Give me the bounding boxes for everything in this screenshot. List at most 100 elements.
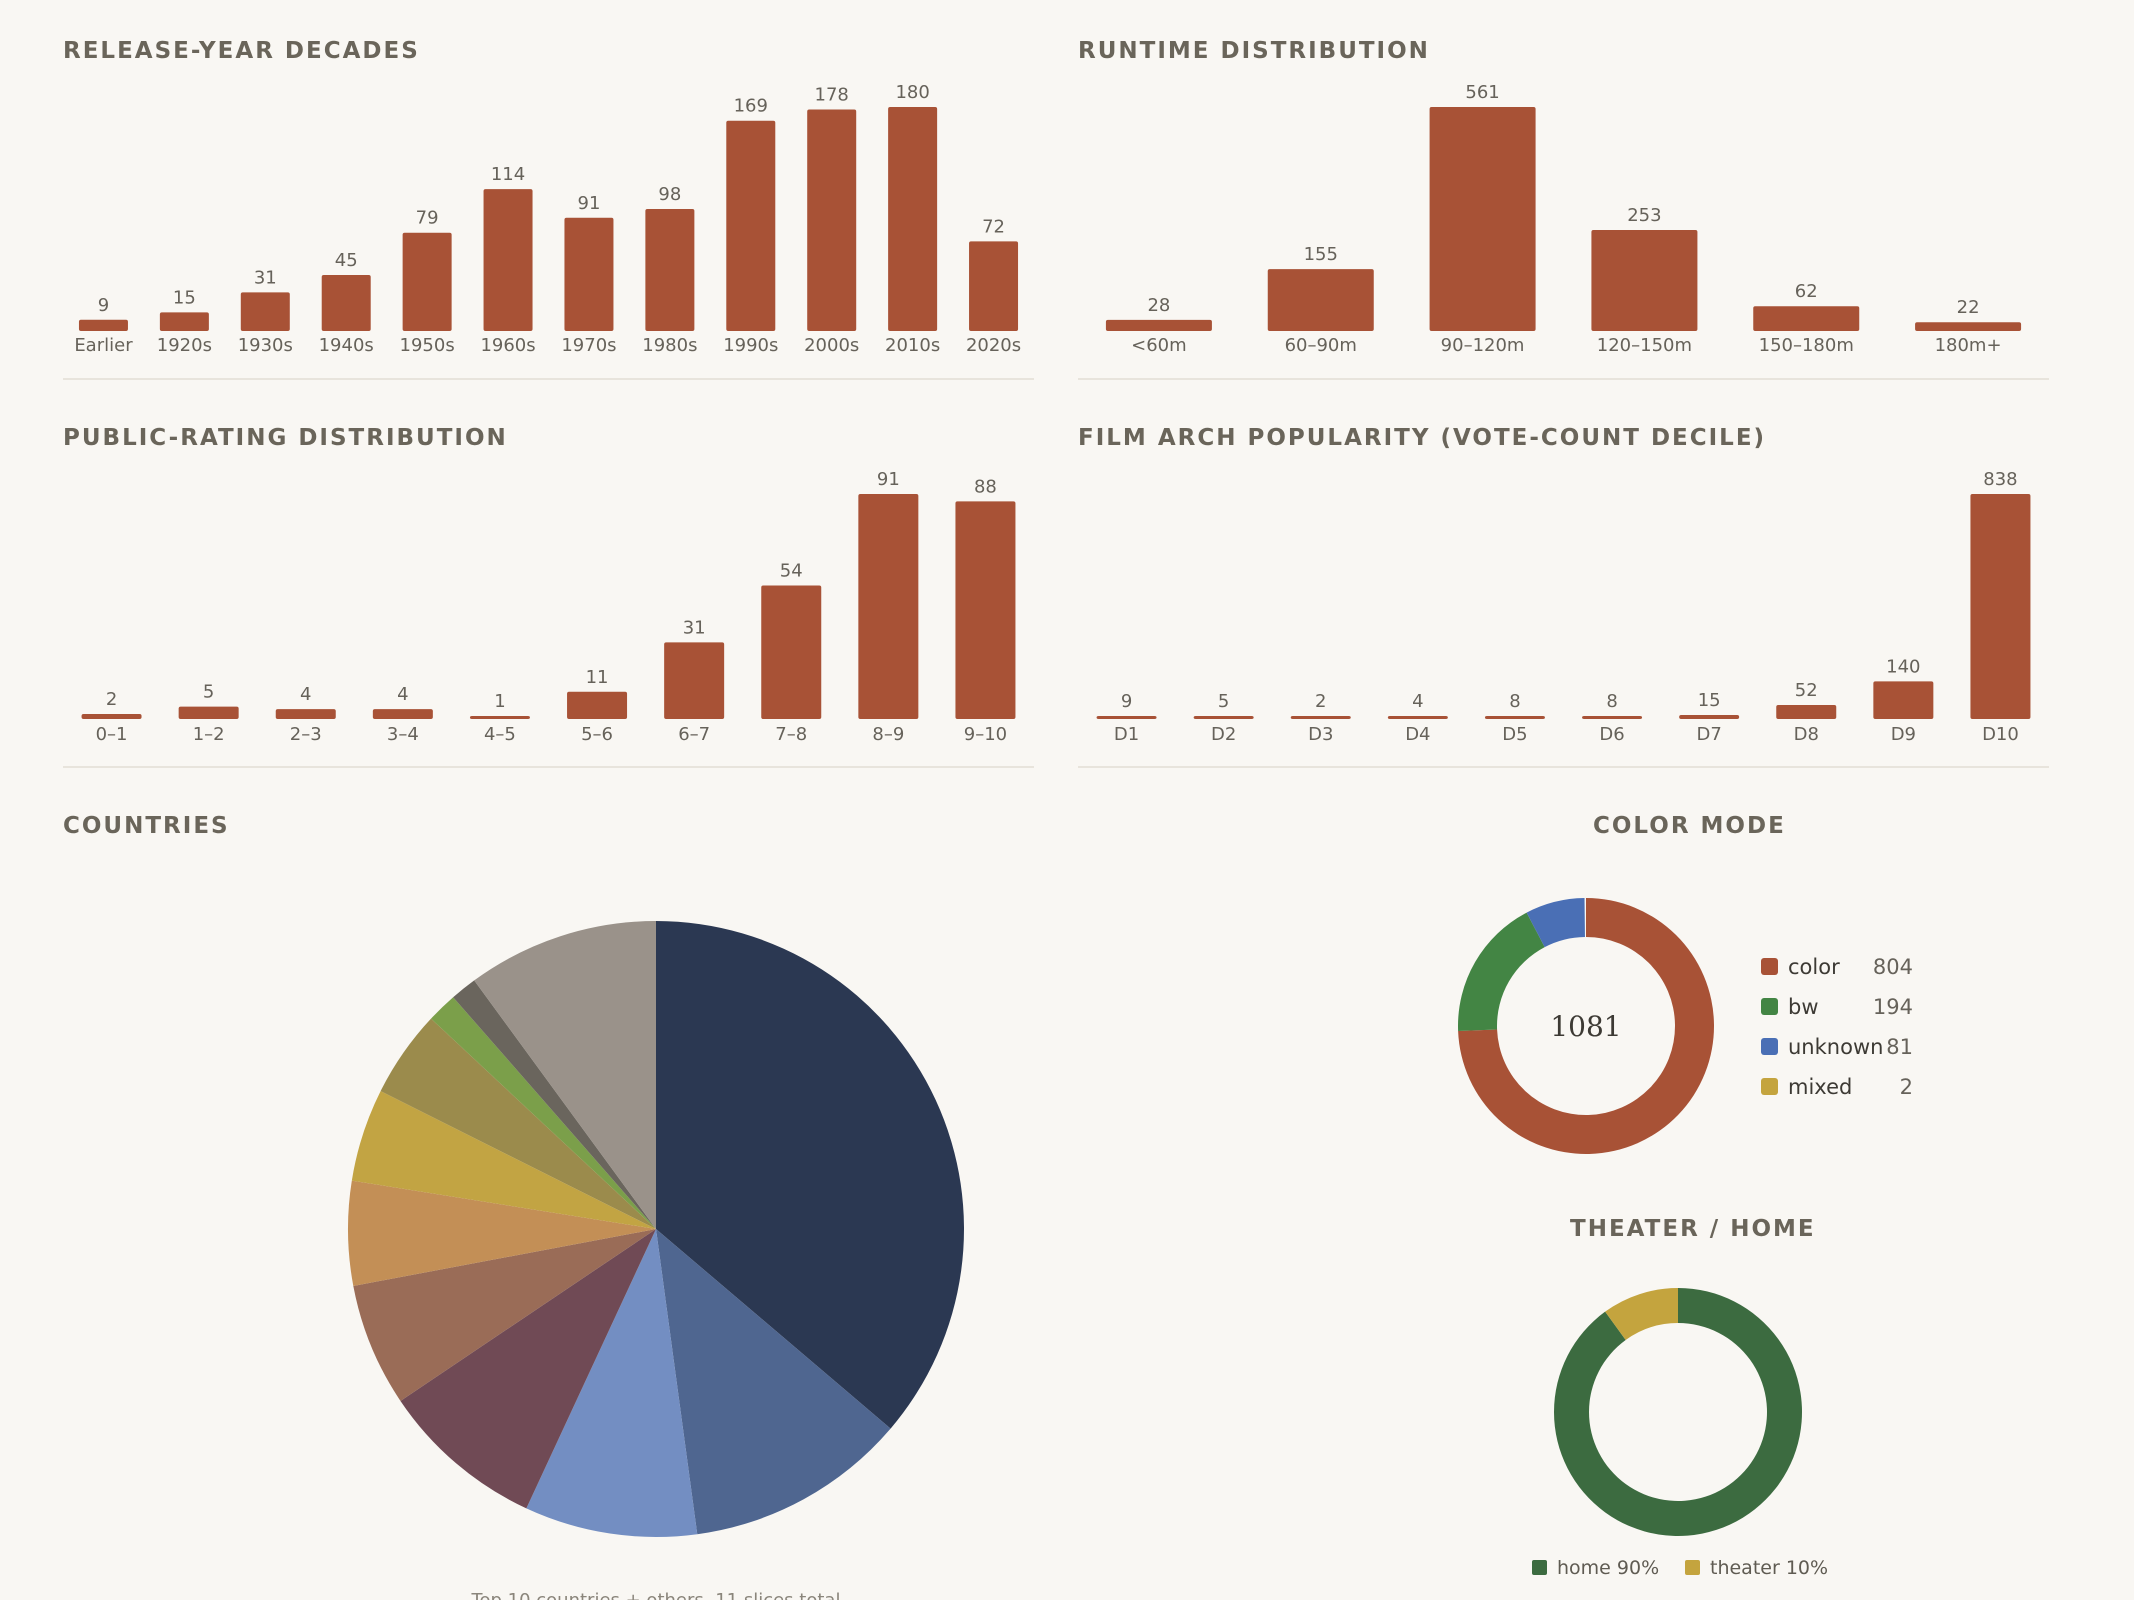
- popularity-title: FILM ARCH POPULARITY (VOTE-COUNT DECILE): [1078, 425, 1767, 451]
- popularity-bar: [1582, 716, 1643, 719]
- rating-category-label: 8–9: [872, 724, 904, 745]
- runtime-bar: [1429, 107, 1536, 331]
- color-mode-legend-value: 81: [1886, 1035, 1913, 1059]
- runtime-value-label: 22: [1957, 297, 1980, 318]
- popularity-value-label: 8: [1606, 691, 1617, 712]
- runtime-category-label: 120–150m: [1597, 335, 1692, 356]
- color-mode-legend-swatch: [1761, 998, 1778, 1015]
- countries-pie-slice: [400, 1229, 656, 1509]
- rating-category-label: 3–4: [387, 724, 419, 745]
- popularity-category-label: D6: [1599, 724, 1624, 745]
- rating-value-label: 1: [494, 691, 505, 712]
- runtime-value-label: 155: [1304, 244, 1338, 265]
- runtime-bar: [1591, 229, 1698, 331]
- decades-bars: 9 Earlier 15 1920s 31 1930s 45 1940s 79 1950s 114 1…: [63, 82, 1034, 380]
- countries-pie-slice: [453, 980, 656, 1229]
- popularity-bar: [1193, 716, 1254, 719]
- countries-pie-slice: [474, 921, 656, 1229]
- color-mode-slice: [1458, 912, 1545, 1032]
- popularity-bars: 9 D1 5 D2 2 D3 4 D4 8 D5 8 D6 15 D7 52 D8 140 D9 838 D10: [1078, 469, 2049, 768]
- decades-category-label: 1960s: [480, 335, 535, 356]
- popularity-value-label: 52: [1795, 680, 1818, 701]
- decades-category-label: 1970s: [561, 335, 616, 356]
- color-mode-legend-swatch: [1761, 1078, 1778, 1095]
- runtime-bar: [1915, 322, 2022, 331]
- runtime-category-label: <60m: [1131, 335, 1187, 356]
- countries-pie-slice: [347, 1180, 656, 1286]
- runtime-value-label: 28: [1147, 295, 1170, 316]
- color-mode-slice: [1458, 898, 1714, 1154]
- popularity-bar: [1290, 716, 1351, 719]
- popularity-bar: [1679, 714, 1740, 719]
- decades-value-label: 98: [658, 184, 681, 205]
- decades-category-label: 1930s: [238, 335, 293, 356]
- color-mode-legend-swatch: [1761, 1038, 1778, 1055]
- decades-value-label: 178: [815, 84, 849, 105]
- popularity-value-label: 4: [1412, 691, 1423, 712]
- runtime-value-label: 253: [1627, 205, 1661, 226]
- popularity-bar: [1776, 705, 1837, 719]
- theater-home-legend-label: home 90%: [1557, 1557, 1659, 1579]
- color-mode-legend-value: 804: [1873, 955, 1913, 979]
- countries-caption: Top 10 countries + others, 11 slices tot…: [471, 1590, 841, 1600]
- rating-bar: [372, 709, 433, 719]
- popularity-bar: [1387, 716, 1448, 719]
- theater-home-title: THEATER / HOME: [1570, 1216, 1816, 1242]
- decades-category-label: 1940s: [319, 335, 374, 356]
- runtime-category-label: 60–90m: [1285, 335, 1357, 356]
- theater-home-legend-swatch: [1685, 1560, 1700, 1575]
- decades-bar: [402, 232, 452, 331]
- countries-pie-slice: [431, 997, 656, 1229]
- popularity-category-label: D3: [1308, 724, 1333, 745]
- color-mode-legend-label: color: [1788, 955, 1840, 979]
- color-mode-slice: [1526, 898, 1585, 948]
- countries-pie-slice: [656, 921, 964, 1429]
- popularity-value-label: 5: [1218, 691, 1229, 712]
- color-mode-legend-value: 194: [1873, 995, 1913, 1019]
- rating-bar: [178, 706, 239, 719]
- decades-bar: [483, 189, 533, 331]
- runtime-value-label: 561: [1465, 82, 1499, 103]
- countries-pie-slice: [656, 1229, 891, 1535]
- rating-bar: [664, 642, 725, 719]
- decades-category-label: 1920s: [157, 335, 212, 356]
- decades-title: RELEASE-YEAR DECADES: [63, 38, 420, 64]
- color-mode-legend-label: bw: [1788, 995, 1819, 1019]
- popularity-value-label: 8: [1509, 691, 1520, 712]
- decades-value-label: 9: [98, 295, 109, 316]
- popularity-value-label: 140: [1886, 656, 1920, 677]
- color-mode-donut: 1081 color 804 bw 194 unknown 81 mixed 2: [1458, 898, 1913, 1154]
- popularity-category-label: D1: [1114, 724, 1139, 745]
- rating-value-label: 88: [974, 476, 997, 497]
- rating-bars: 2 0–1 5 1–2 4 2–3 4 3–4 1 4–5 11 5–6 31 6–7 54 7–8 91 8–9…: [63, 469, 1034, 768]
- decades-bar: [159, 312, 209, 331]
- color-mode-center-label: 1081: [1550, 1010, 1621, 1043]
- rating-bar: [858, 494, 919, 719]
- runtime-bar: [1105, 319, 1212, 331]
- color-mode-title: COLOR MODE: [1593, 813, 1786, 839]
- decades-bar: [321, 275, 371, 331]
- popularity-value-label: 9: [1121, 691, 1132, 712]
- decades-category-label: Earlier: [74, 335, 133, 356]
- rating-bar: [275, 709, 336, 719]
- theater-home-slice: [1605, 1288, 1678, 1340]
- popularity-category-label: D9: [1891, 724, 1916, 745]
- decades-bar: [888, 107, 938, 331]
- theater-home-slice: [1554, 1288, 1802, 1536]
- decades-category-label: 2020s: [966, 335, 1021, 356]
- color-mode-legend-label: unknown: [1788, 1035, 1883, 1059]
- color-mode-legend-label: mixed: [1788, 1075, 1852, 1099]
- countries-pie-slice: [526, 1229, 698, 1537]
- countries-pie-slice: [353, 1229, 656, 1401]
- theater-home-donut: home 90% theater 10%: [1532, 1288, 1828, 1579]
- runtime-bar: [1267, 269, 1374, 331]
- decades-category-label: 2010s: [885, 335, 940, 356]
- rating-category-label: 5–6: [581, 724, 613, 745]
- runtime-value-label: 62: [1795, 281, 1818, 302]
- runtime-category-label: 180m+: [1935, 335, 2002, 356]
- rating-bar: [761, 585, 822, 719]
- decades-bar: [726, 120, 776, 331]
- popularity-bar: [1484, 716, 1545, 719]
- decades-value-label: 114: [491, 164, 525, 185]
